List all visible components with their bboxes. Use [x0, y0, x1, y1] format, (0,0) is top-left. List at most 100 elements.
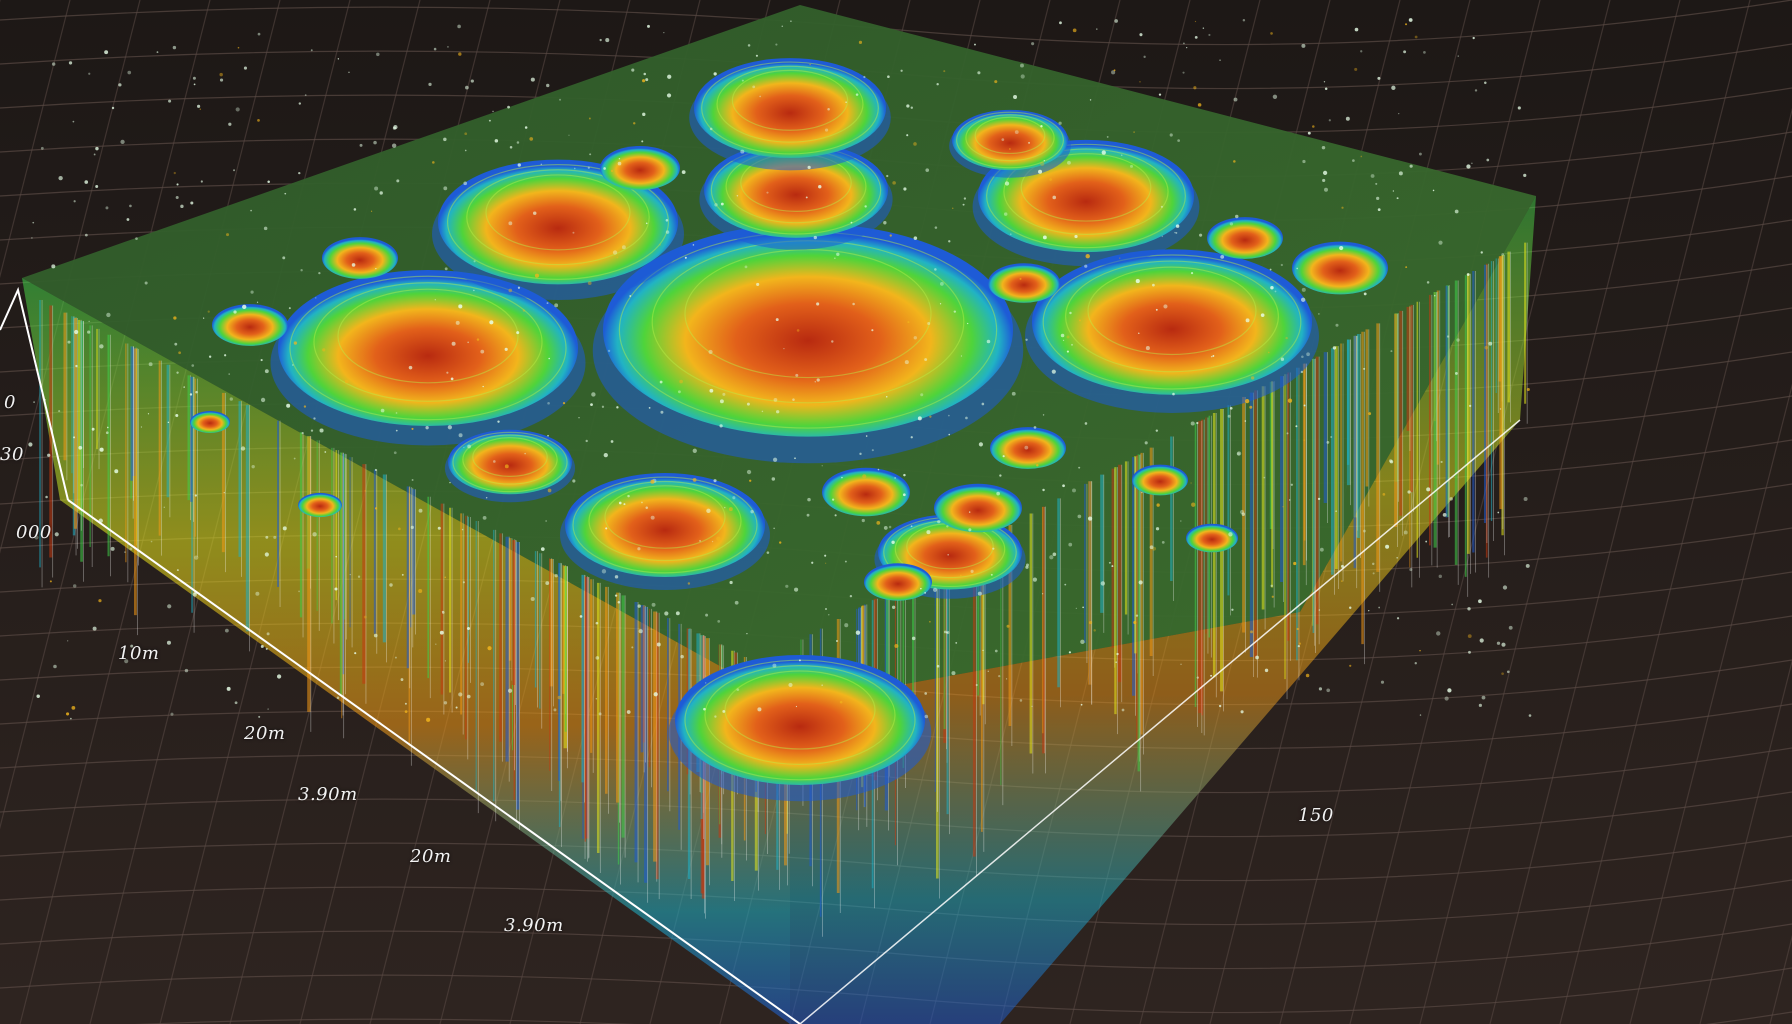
point [1042, 488, 1045, 492]
point [934, 268, 937, 271]
point [267, 180, 270, 183]
depth-axis-tick-1: 10m [118, 643, 160, 664]
point [692, 478, 697, 482]
point [934, 226, 938, 229]
point [1013, 95, 1018, 100]
point [147, 413, 150, 415]
point [977, 591, 982, 596]
point [250, 209, 252, 212]
point [1072, 28, 1077, 33]
point [282, 526, 287, 531]
point [641, 501, 643, 504]
point [1158, 93, 1162, 96]
point [548, 357, 550, 360]
point [75, 364, 78, 368]
point [1496, 641, 1501, 645]
point [546, 302, 549, 305]
point [862, 474, 867, 479]
point [234, 701, 238, 705]
crater-3-bowl [438, 159, 678, 285]
point [199, 108, 201, 110]
point [759, 95, 761, 98]
point [1403, 50, 1407, 54]
point [68, 61, 73, 65]
point [1298, 642, 1302, 645]
point [871, 329, 874, 332]
point [656, 642, 661, 647]
point [809, 63, 811, 66]
point [574, 167, 576, 170]
point [614, 575, 619, 579]
point [834, 514, 837, 517]
point [929, 415, 932, 418]
point [687, 582, 691, 585]
point [821, 684, 823, 687]
point [1155, 308, 1158, 311]
crater-4-ring [1087, 266, 1257, 356]
point [318, 271, 321, 275]
point [892, 181, 896, 185]
point [1231, 608, 1234, 611]
point [886, 174, 889, 178]
point [373, 633, 378, 638]
crater-5-ring [1020, 153, 1152, 222]
crater-12 [668, 655, 932, 802]
point [590, 403, 593, 407]
point [864, 205, 867, 208]
point [392, 126, 397, 130]
point [1478, 703, 1482, 707]
point [443, 137, 447, 142]
point [1468, 650, 1471, 654]
crater-7-ring [701, 61, 879, 155]
point [713, 72, 717, 76]
point [78, 445, 83, 450]
point [1502, 585, 1508, 590]
point [1180, 663, 1182, 665]
point [1011, 391, 1016, 396]
point [1052, 552, 1057, 557]
point [1414, 35, 1418, 39]
point [728, 507, 733, 512]
point [831, 340, 834, 343]
point [1025, 338, 1028, 341]
point [1020, 74, 1025, 79]
point [894, 477, 897, 479]
point [1145, 346, 1150, 351]
point [920, 587, 922, 590]
point [1186, 47, 1188, 49]
point [713, 479, 717, 483]
point [642, 79, 646, 83]
point [463, 446, 465, 448]
point [1454, 209, 1459, 214]
point [1019, 699, 1023, 702]
point [841, 476, 843, 479]
point [337, 58, 340, 60]
point [1004, 181, 1010, 186]
crater-10-ring [956, 111, 1064, 169]
crater-4-ring [1064, 260, 1279, 373]
point [859, 452, 862, 455]
point [1319, 547, 1324, 552]
crater-2-ring [289, 275, 567, 421]
point [517, 163, 521, 167]
point [1067, 160, 1071, 165]
point [598, 712, 602, 716]
point [911, 636, 916, 641]
point [243, 66, 247, 70]
point [71, 705, 76, 710]
crater-7 [689, 58, 891, 171]
point [1229, 222, 1234, 226]
point [1175, 224, 1180, 228]
point [965, 416, 968, 420]
point [1025, 565, 1029, 569]
point [228, 373, 230, 375]
point [736, 195, 739, 197]
point [603, 452, 608, 458]
point [114, 469, 119, 474]
point [796, 329, 800, 332]
point [300, 269, 303, 272]
point [618, 158, 621, 160]
point [255, 591, 260, 596]
point [756, 282, 760, 286]
point [1423, 51, 1426, 54]
